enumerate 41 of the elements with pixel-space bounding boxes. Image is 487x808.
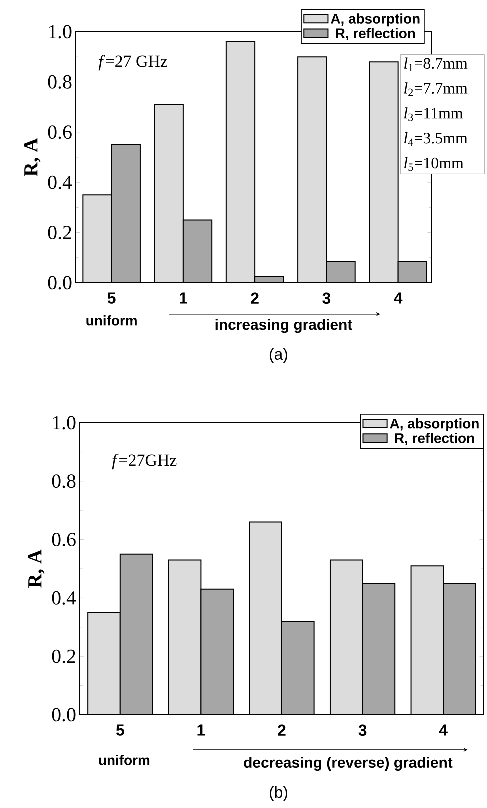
legend-label: A, absorption — [331, 14, 420, 27]
y-tick-label: 0.2 — [52, 650, 76, 664]
annotation: l$_{2}$=7.7mm — [404, 82, 468, 96]
legend-label: R, reflection — [395, 433, 474, 446]
legend-label: R, reflection — [336, 28, 416, 41]
y-tick-label: 1.0 — [53, 416, 76, 430]
x-tick-label: 1 — [198, 724, 206, 736]
text: uniform — [86, 316, 137, 326]
x-tick-label: 2 — [278, 724, 286, 736]
text: (b) — [270, 786, 288, 802]
y-tick-label: 0.8 — [52, 474, 76, 488]
y-axis-title: R, A — [24, 138, 41, 177]
y-tick-label: 1.0 — [49, 25, 72, 39]
text: (a) — [270, 348, 288, 364]
y-tick-label: 0.0 — [48, 276, 72, 290]
x-tick-label: 3 — [358, 724, 367, 736]
y-tick-label: 0.0 — [52, 708, 76, 722]
annotation: l$_{5}$=10mm — [404, 157, 464, 172]
x-tick-label: 4 — [439, 724, 448, 736]
y-tick-label: 0.8 — [48, 75, 72, 89]
annotation: f=27 GHz — [98, 55, 168, 71]
y-tick-label: 0.4 — [52, 591, 76, 605]
y-tick-label: 0.6 — [48, 126, 72, 140]
x-tick-label: 2 — [251, 292, 259, 304]
x-tick-label: 4 — [394, 292, 403, 304]
text: increasing gradient — [216, 319, 352, 334]
x-tick-label: 5 — [108, 292, 116, 304]
legend-label: A, absorption — [390, 418, 479, 432]
y-tick-label: 0.4 — [48, 176, 72, 190]
annotation: f=27GHz — [112, 454, 177, 470]
y-axis-title: R, A — [28, 550, 45, 588]
x-tick-label: 1 — [180, 292, 188, 304]
y-tick-label: 0.6 — [52, 533, 76, 547]
text: decreasing (reverse) gradient — [244, 757, 453, 772]
annotation: l$_{3}$=11mm — [404, 108, 464, 122]
x-tick-label: 5 — [116, 724, 124, 736]
annotation: l$_{1}$=8.7mm — [404, 58, 468, 72]
annotation: l$_{4}$=3.5mm — [404, 132, 468, 146]
y-tick-label: 0.2 — [48, 226, 72, 240]
text: uniform — [99, 755, 150, 766]
x-tick-label: 3 — [322, 292, 331, 304]
